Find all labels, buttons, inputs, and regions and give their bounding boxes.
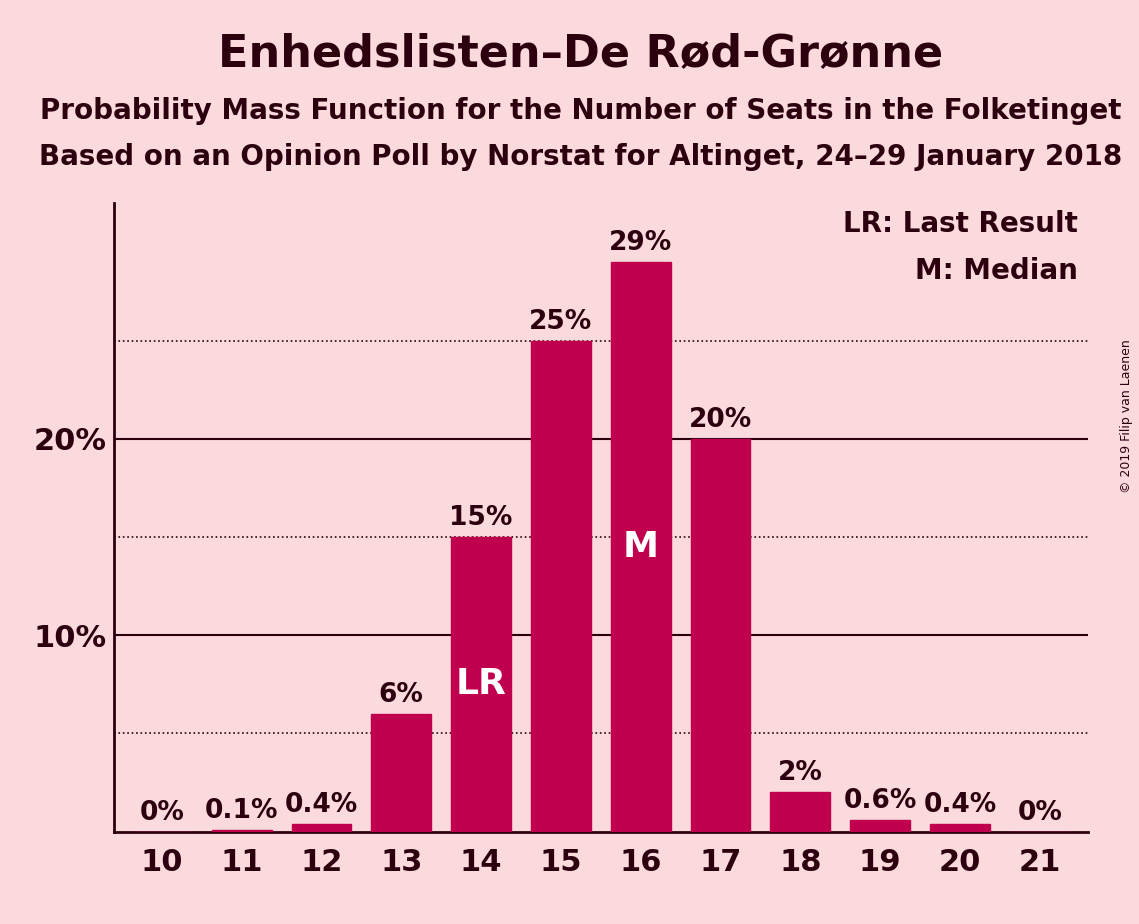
Bar [611, 262, 671, 832]
Bar [212, 830, 271, 832]
Bar [931, 824, 990, 832]
Text: 0%: 0% [1017, 799, 1063, 826]
Bar [451, 537, 511, 832]
Text: 0%: 0% [139, 799, 185, 826]
Text: Enhedslisten–De Rød-Grønne: Enhedslisten–De Rød-Grønne [219, 32, 943, 76]
Text: M: Median: M: Median [915, 257, 1077, 285]
Text: LR: Last Result: LR: Last Result [843, 210, 1077, 237]
Text: 29%: 29% [609, 230, 672, 256]
Text: 0.4%: 0.4% [924, 792, 997, 818]
Text: LR: LR [456, 667, 507, 701]
Text: 15%: 15% [450, 505, 513, 531]
Text: Based on an Opinion Poll by Norstat for Altinget, 24–29 January 2018: Based on an Opinion Poll by Norstat for … [39, 143, 1123, 171]
Text: Probability Mass Function for the Number of Seats in the Folketinget: Probability Mass Function for the Number… [40, 97, 1122, 125]
Text: 0.1%: 0.1% [205, 797, 278, 824]
Text: 25%: 25% [530, 309, 592, 334]
Text: 20%: 20% [689, 407, 752, 433]
Text: 6%: 6% [379, 682, 424, 708]
Bar [690, 439, 751, 832]
Bar [770, 793, 830, 832]
Text: 2%: 2% [778, 760, 822, 786]
Bar [371, 713, 432, 832]
Bar [292, 824, 351, 832]
Text: © 2019 Filip van Laenen: © 2019 Filip van Laenen [1121, 339, 1133, 492]
Text: 0.4%: 0.4% [285, 792, 358, 818]
Text: 0.6%: 0.6% [844, 788, 917, 814]
Bar [851, 820, 910, 832]
Text: M: M [623, 529, 658, 564]
Bar [531, 341, 591, 832]
